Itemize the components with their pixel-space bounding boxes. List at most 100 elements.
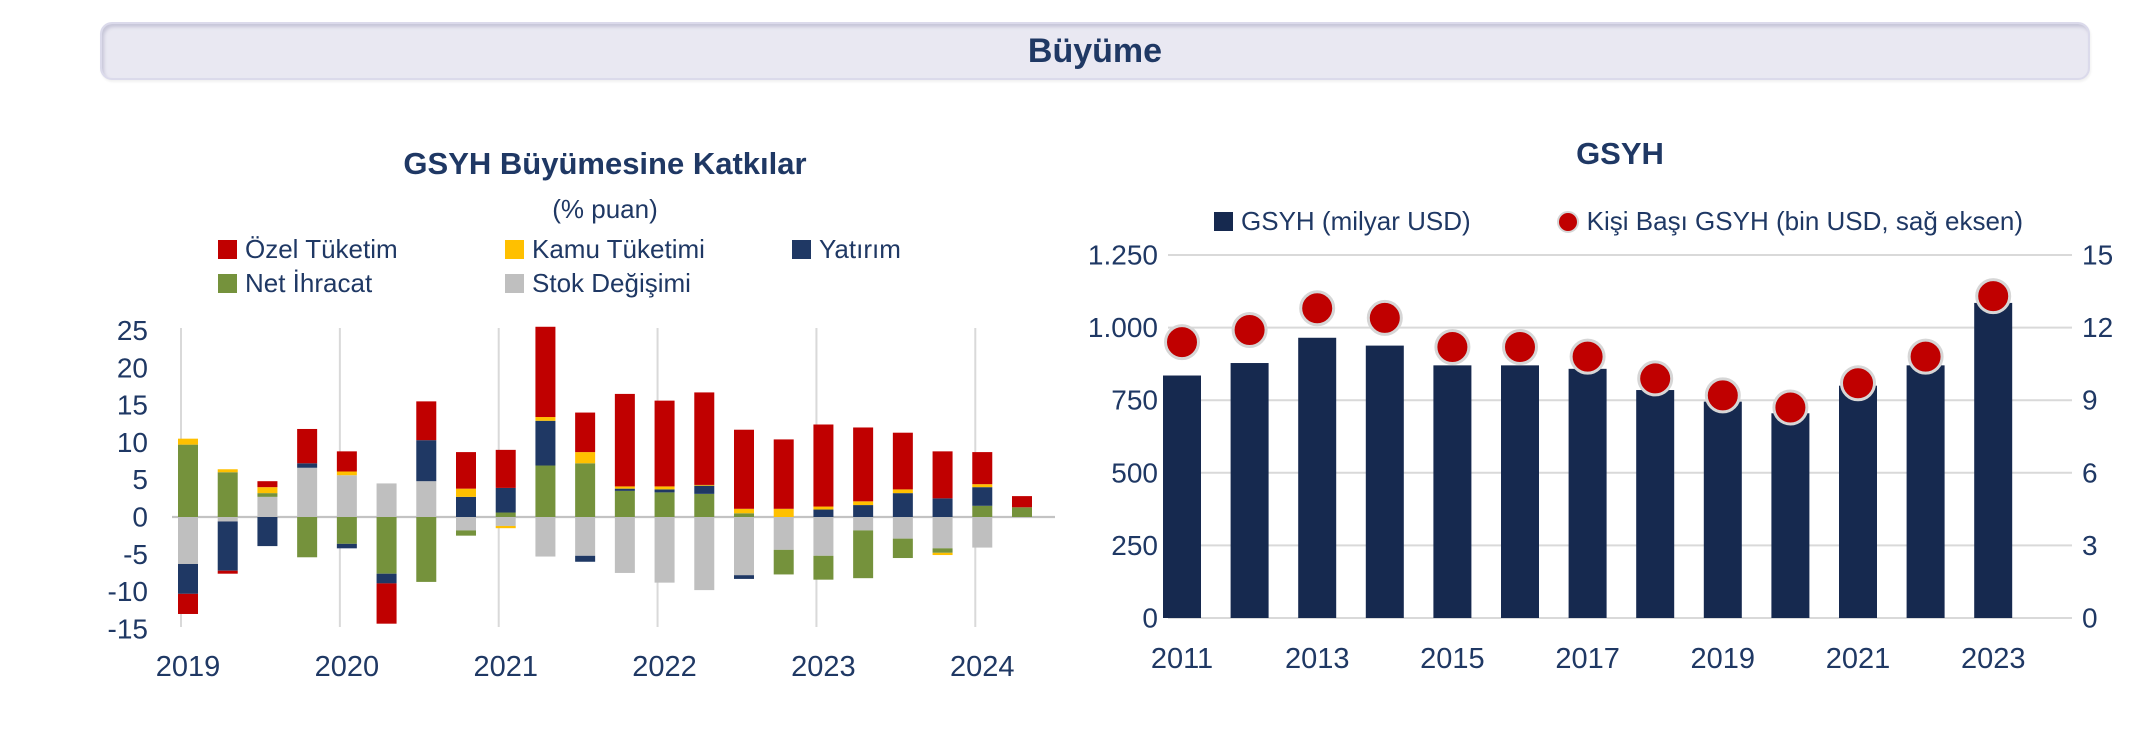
stack-segment: [495, 449, 516, 488]
stack-segment: [892, 517, 913, 539]
stack-segment: [495, 512, 516, 517]
stack-segment: [178, 438, 198, 445]
per-capita-dot: [1637, 360, 1674, 397]
gdp-plot: 1.250 15 1.000 12 750 9 500 6 250 3 0 0 2011 2013 2015…: [1088, 240, 2113, 675]
stack-segment: [733, 513, 754, 517]
legend-item: Stok Değişimi: [505, 268, 792, 299]
stack-segment: [535, 417, 556, 421]
gdp-bar: [1906, 365, 1945, 618]
stack-segment: [932, 548, 953, 553]
stack-segment: [733, 429, 754, 509]
stack-segment: [654, 489, 675, 493]
y-axis-tick-label: 20: [117, 352, 148, 383]
stack-segment: [654, 486, 675, 490]
gdp-bar: [1636, 390, 1675, 618]
x-axis-tick-label: 2021: [1826, 643, 1891, 675]
stack-segment: [972, 517, 993, 548]
stack-segment: [1011, 496, 1032, 508]
x-axis-tick-label: 2019: [1691, 643, 1756, 675]
stack-segment: [773, 549, 794, 575]
x-axis-tick-label: 2011: [1151, 643, 1213, 675]
stack-segment: [614, 488, 635, 491]
stack-segment: [535, 517, 556, 557]
right-axis-tick-label: 6: [2082, 457, 2098, 488]
left-axis-tick-label: 1.000: [1088, 312, 1158, 343]
stack-segment: [416, 481, 437, 517]
legend-label: Net İhracat: [245, 268, 373, 298]
stack-segment: [972, 505, 993, 517]
stack-segment: [257, 517, 278, 547]
stack-segment: [416, 440, 437, 482]
stack-segment: [813, 506, 834, 510]
legend-label: Stok Değişimi: [532, 268, 691, 298]
gdp-bar: [1163, 375, 1201, 618]
legend-item: Özel Tüketim: [218, 234, 505, 265]
stack-segment: [217, 472, 238, 517]
per-capita-dot: [1502, 328, 1538, 365]
y-axis-tick-label: 10: [117, 427, 148, 458]
per-capita-dot: [1975, 278, 2012, 315]
x-axis-tick-label: 2015: [1420, 643, 1485, 675]
stack-segment: [813, 517, 834, 556]
stack-segment: [217, 521, 238, 571]
stack-segment: [773, 508, 794, 517]
stack-segment: [336, 471, 357, 476]
stack-segment: [813, 509, 834, 517]
stack-segment: [535, 420, 556, 466]
per-capita-dot: [1569, 338, 1606, 375]
legend-item: Yatırım: [792, 234, 901, 265]
section-banner: Büyüme: [100, 22, 2090, 80]
gdp-bar: [1298, 337, 1337, 618]
stack-segment: [336, 475, 357, 517]
stack-segment: [376, 573, 397, 584]
stack-segment: [535, 326, 556, 418]
stack-segment: [932, 498, 953, 517]
stack-segment: [535, 465, 556, 517]
stack-segment: [614, 490, 635, 517]
x-axis-tick-label: 2024: [950, 651, 1015, 683]
stack-segment: [376, 517, 397, 574]
gdp-bar: [1230, 363, 1269, 618]
stack-segment: [455, 452, 476, 489]
stack-segment: [575, 517, 596, 556]
square-legend-marker-icon: [218, 274, 237, 293]
stack-segment: [455, 488, 476, 497]
stack-segment: [813, 555, 834, 580]
stack-segment: [932, 451, 953, 499]
x-axis-tick-label: 2023: [1961, 643, 2026, 675]
per-capita-dot: [1772, 389, 1809, 426]
gdp-bar: [1974, 302, 2013, 618]
square-legend-marker-icon: [505, 274, 524, 293]
stack-segment: [694, 392, 715, 485]
x-axis-tick-label: 2017: [1555, 643, 1620, 675]
x-axis-tick-label: 2019: [156, 651, 221, 683]
right-axis-tick-label: 12: [2082, 312, 2113, 343]
y-axis-tick-label: -10: [108, 576, 148, 607]
stack-segment: [575, 555, 596, 562]
stack-segment: [972, 487, 993, 506]
stack-segment: [336, 451, 357, 472]
left-axis-tick-label: 250: [1111, 530, 1158, 561]
stack-segment: [733, 517, 754, 576]
left-axis-tick-label: 0: [1142, 603, 1158, 634]
x-axis-tick-label: 2020: [315, 651, 380, 683]
stack-segment: [892, 489, 913, 494]
stack-segment: [733, 508, 754, 514]
stack-segment: [932, 552, 953, 556]
right-axis-tick-label: 3: [2082, 530, 2098, 561]
stack-segment: [416, 517, 437, 582]
left-axis-tick-label: 750: [1111, 385, 1158, 416]
gdp-bar: [1703, 401, 1742, 618]
y-axis-tick-label: 15: [117, 390, 148, 421]
y-axis-tick-label: -5: [123, 539, 148, 570]
per-capita-dot: [1704, 377, 1741, 414]
stack-segment: [336, 543, 357, 549]
stack-segment: [773, 517, 794, 550]
section-title: Büyüme: [1027, 31, 1163, 70]
stack-segment: [1011, 507, 1032, 517]
left-axis-tick-label: 500: [1111, 457, 1158, 488]
legend-item: Net İhracat: [218, 268, 505, 299]
stack-segment: [575, 452, 596, 464]
legend-item: Kamu Tüketimi: [505, 234, 792, 265]
x-axis-tick-label: 2023: [791, 651, 856, 683]
